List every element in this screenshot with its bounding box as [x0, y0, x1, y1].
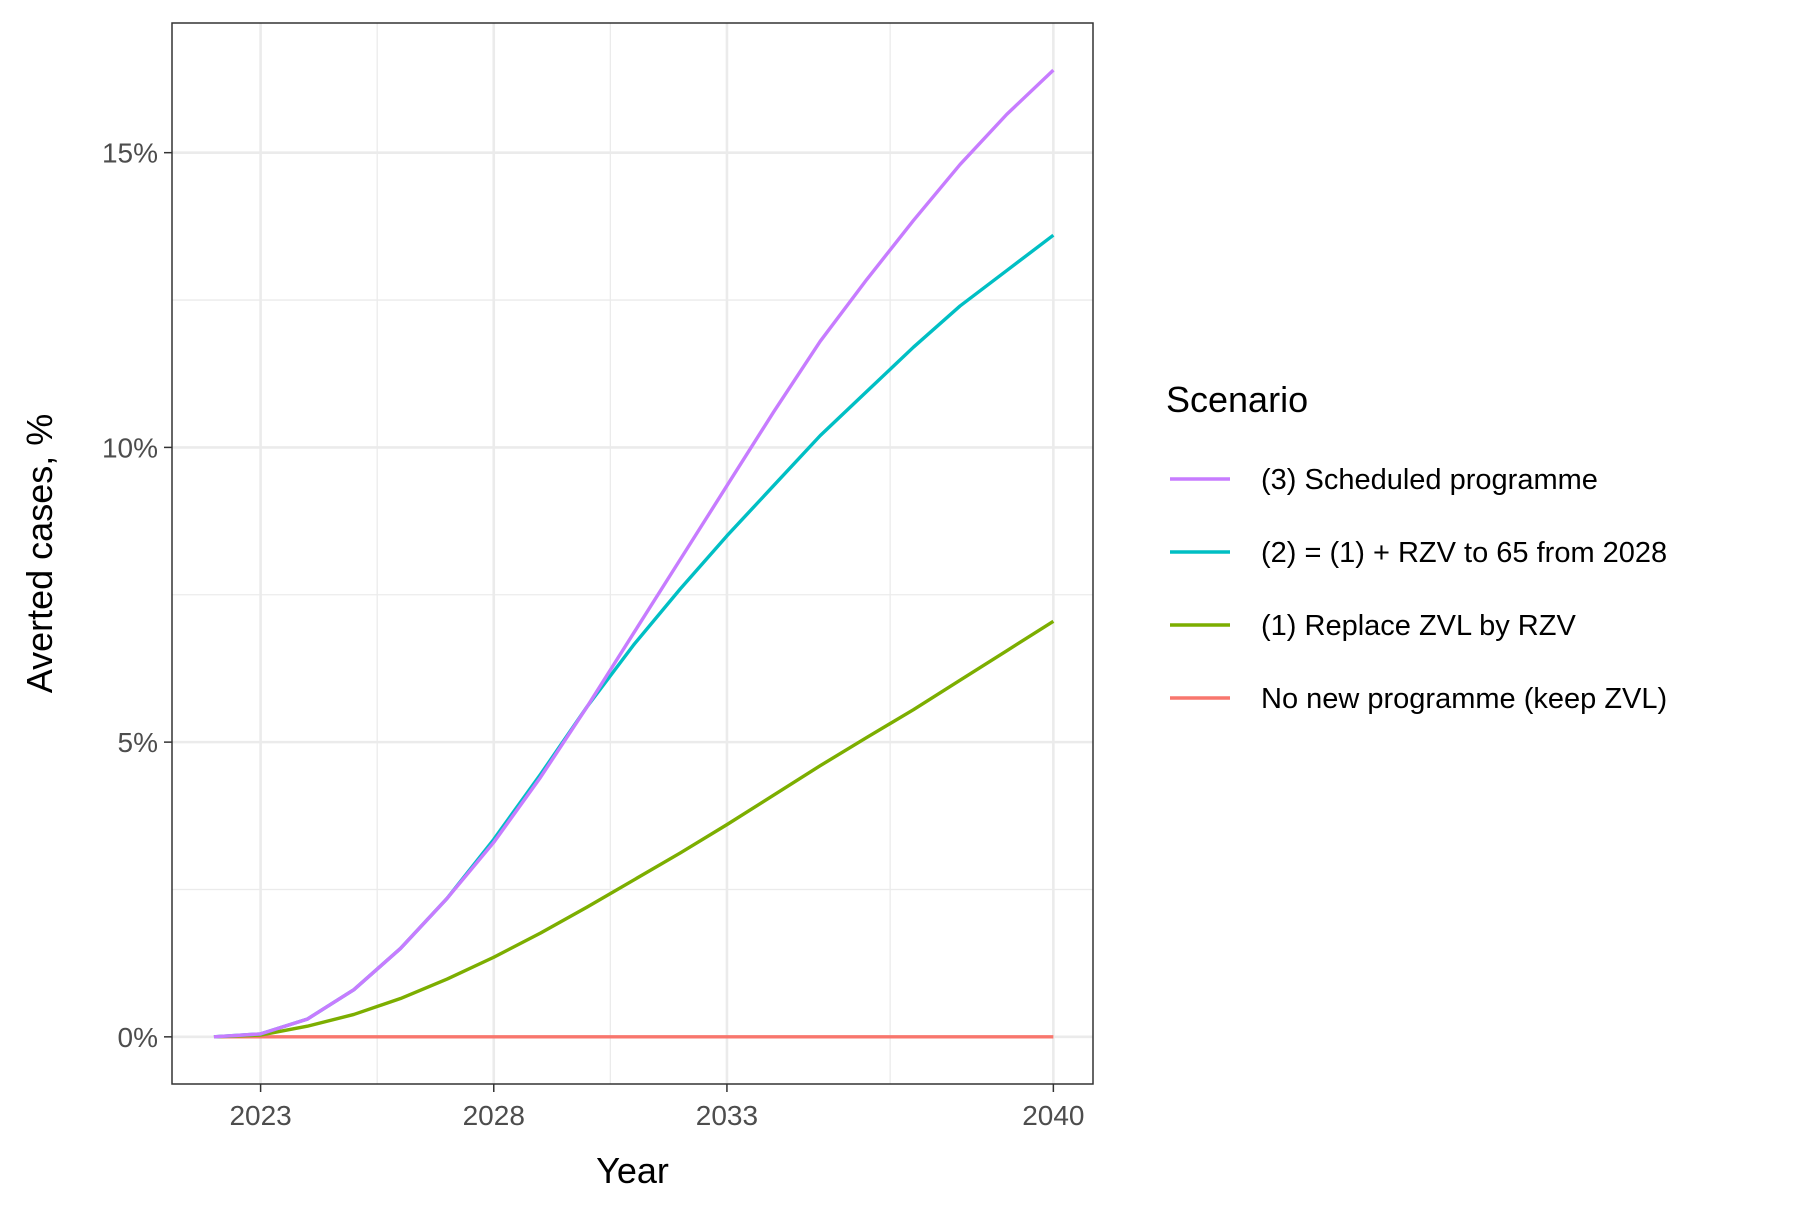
y-axis: 0% 5% 10% 15%: [102, 138, 172, 1053]
legend-title: Scenario: [1166, 379, 1308, 420]
legend-label: No new programme (keep ZVL): [1261, 683, 1667, 715]
minor-gridlines: [172, 23, 1093, 1084]
legend-label: (3) Scheduled programme: [1261, 464, 1598, 496]
y-axis-title: Averted cases, %: [19, 414, 60, 693]
y-tick-label: 5%: [118, 727, 158, 758]
x-axis: 2023 2028 2033 2040: [229, 1084, 1085, 1131]
panel-border: [171, 22, 1094, 1085]
y-tick-label: 10%: [102, 432, 158, 463]
x-tick-label: 2033: [696, 1100, 758, 1131]
x-axis-title: Year: [596, 1150, 669, 1191]
legend-label: (1) Replace ZVL by RZV: [1261, 610, 1576, 642]
legend-label: (2) = (1) + RZV to 65 from 2028: [1261, 537, 1667, 569]
series-line: [213, 619, 1055, 1039]
series-lines: [213, 68, 1055, 1039]
y-tick-label: 15%: [102, 138, 158, 169]
series-line: [213, 68, 1055, 1039]
x-tick-label: 2023: [229, 1100, 291, 1131]
legend: Scenario (3) Scheduled programme (2) = (1…: [1166, 379, 1667, 715]
x-tick-label: 2040: [1022, 1100, 1084, 1131]
x-tick-label: 2028: [463, 1100, 525, 1131]
y-tick-label: 0%: [118, 1022, 158, 1053]
